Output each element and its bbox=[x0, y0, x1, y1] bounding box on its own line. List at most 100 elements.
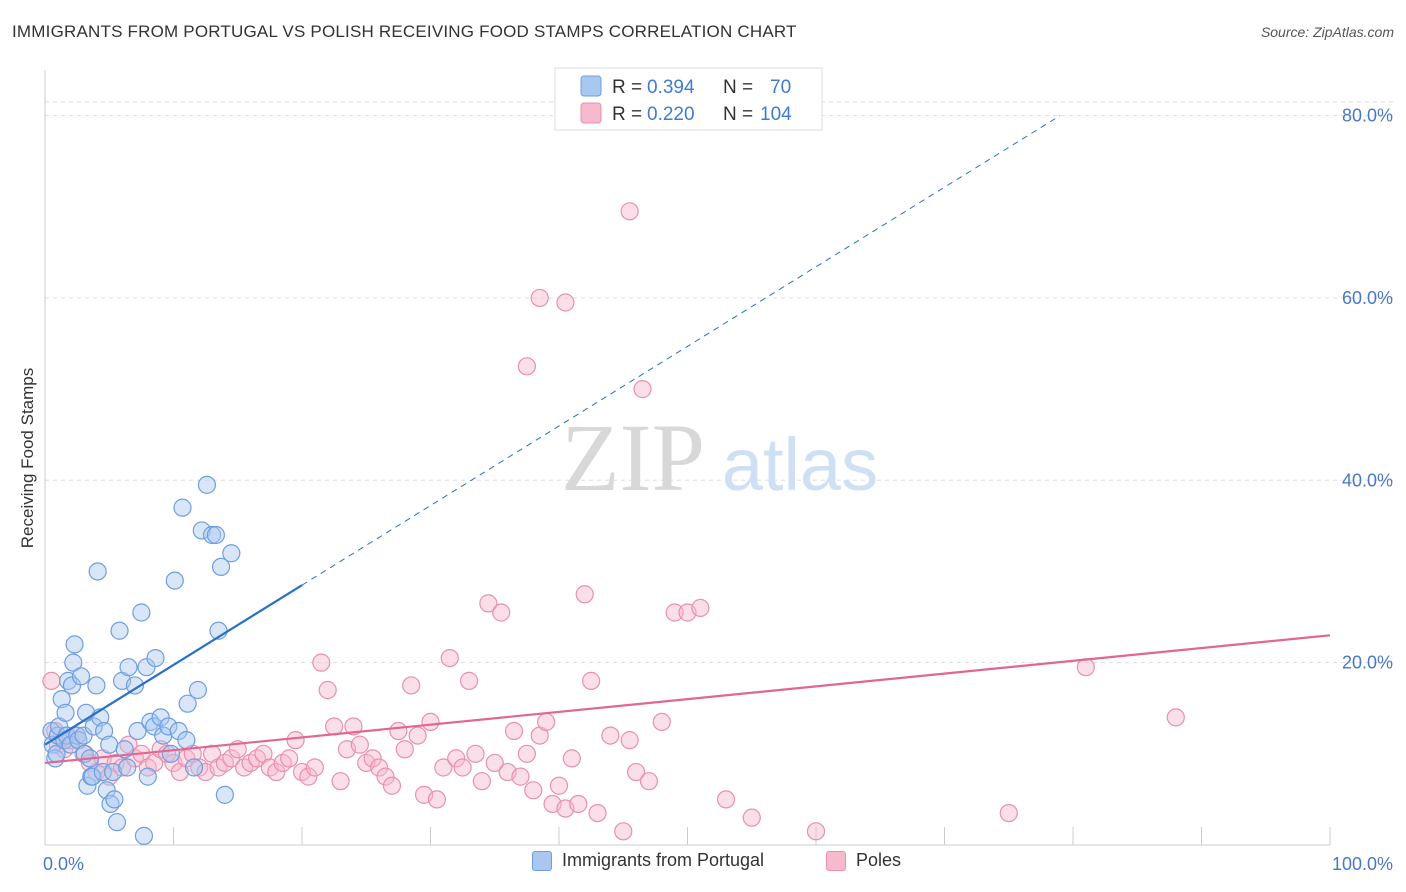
legend-swatch-poles bbox=[826, 850, 846, 871]
poles-point-65 bbox=[453, 758, 472, 777]
poles-point-84 bbox=[575, 585, 594, 604]
portugal-point-8 bbox=[56, 703, 75, 722]
portugal-point-36 bbox=[107, 813, 127, 832]
poles-point-52 bbox=[370, 758, 389, 777]
portugal-point-58 bbox=[177, 731, 196, 750]
poles-point-78 bbox=[537, 712, 556, 732]
portugal-point-40 bbox=[118, 758, 137, 777]
portugal-point-1 bbox=[43, 735, 62, 754]
poles-point-64 bbox=[447, 749, 466, 768]
poles-point-100 bbox=[1076, 658, 1095, 677]
poles-point-97 bbox=[742, 808, 761, 827]
portugal-point-69 bbox=[222, 544, 241, 563]
portugal-point-67 bbox=[211, 557, 231, 577]
portugal-point-43 bbox=[128, 721, 147, 741]
series-poles-points bbox=[42, 202, 1185, 841]
poles-trend-line bbox=[44, 634, 1331, 765]
poles-point-96 bbox=[716, 790, 736, 809]
poles-point-0 bbox=[42, 671, 61, 690]
watermark-zip: ZIP bbox=[561, 404, 705, 511]
poles-point-105 bbox=[517, 357, 536, 376]
poles-point-75 bbox=[517, 744, 536, 763]
poles-point-85 bbox=[582, 671, 601, 690]
poles-point-29 bbox=[222, 749, 241, 768]
legend-item-portugal[interactable]: Immigrants from Portugal bbox=[532, 850, 764, 871]
watermark: ZIP atlas bbox=[561, 404, 878, 511]
poles-point-56 bbox=[395, 740, 414, 759]
poles-point-61 bbox=[427, 790, 447, 809]
poles-point-82 bbox=[562, 749, 581, 768]
legend-label-poles: Poles bbox=[856, 850, 902, 870]
portugal-point-6 bbox=[52, 690, 71, 709]
portugal-point-26 bbox=[87, 676, 106, 695]
portugal-point-17 bbox=[71, 667, 91, 686]
poles-point-68 bbox=[472, 772, 491, 791]
poles-point-83 bbox=[569, 794, 588, 814]
x-tick-label-0: 0.0% bbox=[43, 854, 84, 874]
portugal-point-59 bbox=[178, 694, 197, 713]
portugal-point-55 bbox=[165, 571, 184, 590]
poles-point-102 bbox=[620, 202, 639, 221]
poles-point-41 bbox=[299, 767, 318, 786]
portugal-point-13 bbox=[64, 653, 83, 672]
legend-item-poles[interactable]: Poles bbox=[826, 850, 901, 871]
legend-swatch-blue bbox=[580, 75, 602, 97]
poles-point-80 bbox=[549, 776, 569, 795]
y-tick-label-80: 80.0% bbox=[1342, 106, 1393, 126]
portugal-point-34 bbox=[104, 762, 123, 782]
legend-r-label-1: R = bbox=[612, 77, 642, 98]
poles-point-66 bbox=[459, 671, 479, 690]
poles-point-42 bbox=[305, 758, 324, 777]
poles-point-90 bbox=[626, 762, 646, 782]
legend-n-label-2: N = bbox=[723, 104, 753, 125]
legend-r-label-2: R = bbox=[612, 104, 642, 125]
poles-point-76 bbox=[524, 781, 543, 800]
poles-point-101 bbox=[1166, 708, 1185, 727]
portugal-point-32 bbox=[100, 735, 119, 754]
series-legend: Immigrants from Portugal Poles bbox=[0, 850, 1406, 880]
x-tick-label-100: 100.0% bbox=[1332, 854, 1393, 874]
poles-point-53 bbox=[376, 767, 395, 786]
legend-label-portugal: Immigrants from Portugal bbox=[562, 850, 765, 870]
y-axis-label: Receiving Food Stamps bbox=[18, 368, 37, 548]
poles-point-45 bbox=[325, 717, 344, 736]
poles-point-63 bbox=[440, 648, 459, 668]
portugal-point-47 bbox=[138, 767, 157, 786]
legend-r-value-2: 0.220 bbox=[647, 104, 695, 125]
poles-point-99 bbox=[999, 803, 1018, 823]
portugal-trend-extension bbox=[301, 115, 1061, 586]
y-tick-label-60: 60.0% bbox=[1342, 288, 1393, 308]
portugal-point-30 bbox=[95, 721, 114, 741]
poles-point-86 bbox=[588, 803, 607, 823]
poles-point-106 bbox=[633, 380, 652, 399]
portugal-point-18 bbox=[74, 726, 93, 745]
portugal-point-37 bbox=[110, 621, 129, 640]
portugal-point-14 bbox=[65, 635, 84, 654]
poles-point-92 bbox=[652, 712, 671, 732]
portugal-point-29 bbox=[93, 762, 112, 782]
poles-point-89 bbox=[620, 731, 639, 750]
poles-point-103 bbox=[530, 288, 549, 308]
poles-point-70 bbox=[485, 753, 504, 773]
poles-point-54 bbox=[382, 776, 402, 795]
legend-swatch-portugal bbox=[532, 850, 552, 871]
portugal-point-53 bbox=[159, 717, 178, 736]
portugal-point-63 bbox=[197, 475, 217, 494]
series-portugal-points bbox=[42, 475, 241, 845]
poles-point-60 bbox=[421, 712, 440, 732]
poles-point-43 bbox=[312, 653, 331, 672]
portugal-point-57 bbox=[173, 498, 192, 517]
poles-point-74 bbox=[511, 767, 530, 786]
source-label: Source: ZipAtlas.com bbox=[1260, 24, 1394, 40]
legend-n-value-1: 70 bbox=[770, 77, 791, 98]
portugal-point-24 bbox=[83, 767, 102, 786]
poles-point-88 bbox=[614, 822, 633, 841]
portugal-trend-line bbox=[44, 584, 303, 746]
poles-point-98 bbox=[806, 822, 826, 841]
portugal-point-56 bbox=[169, 721, 188, 741]
poles-point-51 bbox=[363, 749, 382, 768]
legend-n-label-1: N = bbox=[723, 77, 753, 98]
poles-point-44 bbox=[318, 680, 337, 700]
legend-swatch-pink bbox=[580, 102, 602, 124]
